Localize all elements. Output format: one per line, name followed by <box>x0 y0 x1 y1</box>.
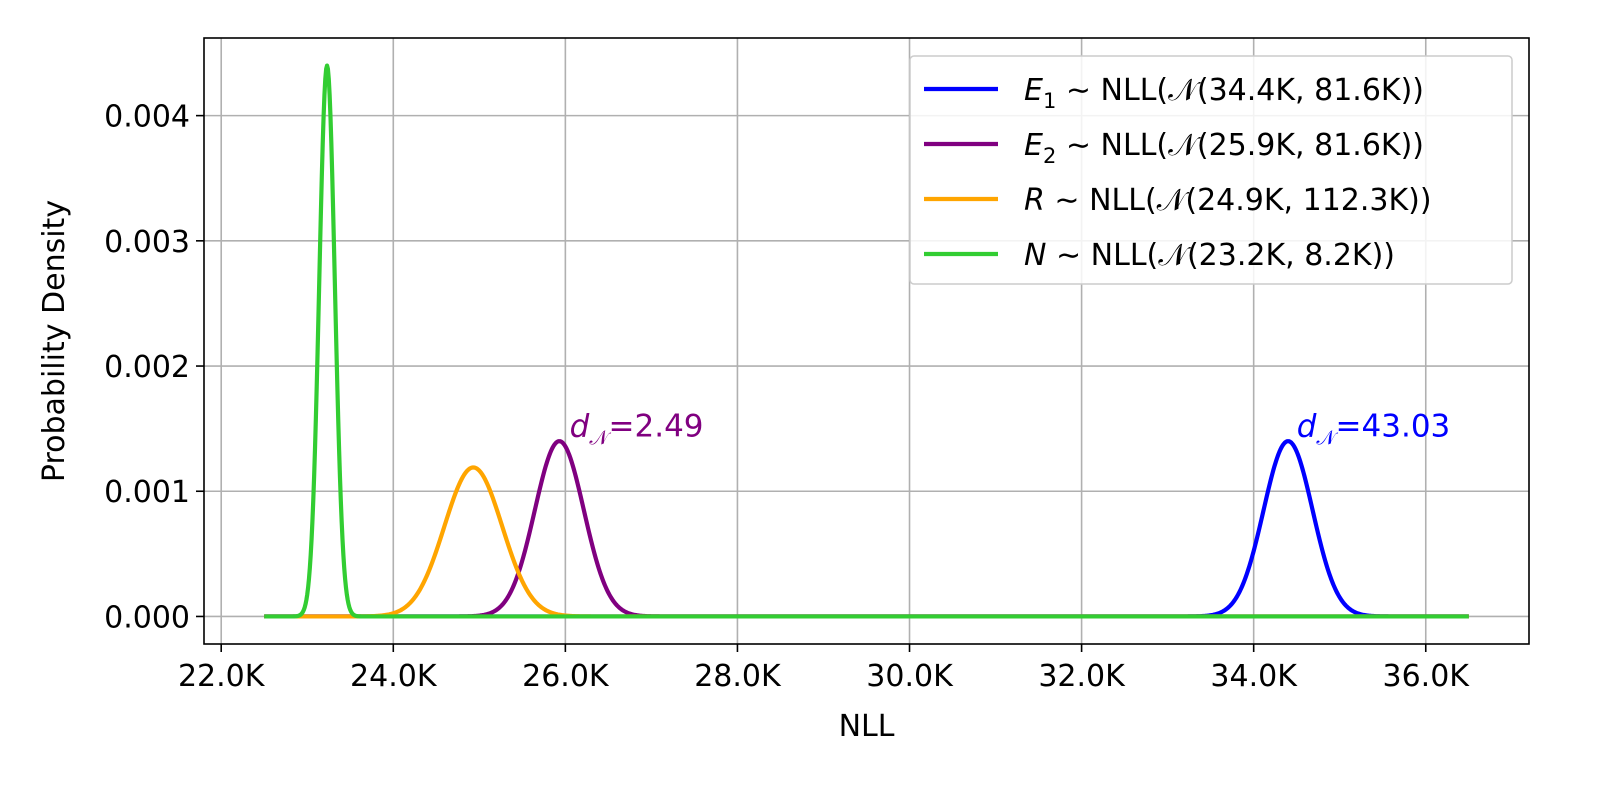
legend-entry: E2 ∼ NLL(𝒩(25.9K, 81.6K)) <box>1024 128 1424 168</box>
x-tick-label: 36.0K <box>1383 659 1471 694</box>
legend-entry: R ∼ NLL(𝒩(24.9K, 112.3K)) <box>1024 183 1432 218</box>
legend-entry: N ∼ NLL(𝒩(23.2K, 8.2K)) <box>1024 238 1395 273</box>
distance-annotation: d𝒩=2.49 <box>570 408 704 449</box>
y-tick-label: 0.000 <box>104 600 190 635</box>
axis-ticks: 22.0K 24.0K 26.0K 28.0K 30.0K 32.0K 34.0K 36.0K… <box>104 100 1470 694</box>
y-tick-label: 0.001 <box>104 475 190 510</box>
x-tick-label: 34.0K <box>1210 659 1298 694</box>
x-tick-label: 30.0K <box>866 659 954 694</box>
series-line-n <box>262 63 1471 619</box>
plot-frame <box>203 37 1530 645</box>
distance-annotation: d𝒩=43.03 <box>1297 408 1451 449</box>
x-tick-label: 26.0K <box>522 659 610 694</box>
legend-entry: E1 ∼ NLL(𝒩(34.4K, 81.6K)) <box>1024 73 1424 113</box>
x-tick-label: 32.0K <box>1038 659 1126 694</box>
x-tick-label: 28.0K <box>694 659 782 694</box>
y-tick-label: 0.004 <box>104 100 190 135</box>
x-tick-label: 22.0K <box>178 659 266 694</box>
series-lines <box>262 63 1471 619</box>
legend-box <box>909 55 1513 285</box>
x-tick-label: 24.0K <box>350 659 438 694</box>
y-tick-label: 0.002 <box>104 350 190 385</box>
y-axis-label: Probability Density <box>37 200 72 482</box>
x-axis-label: NLL <box>839 709 895 744</box>
legend: E1 ∼ NLL(𝒩(34.4K, 81.6K)) E2 ∼ NLL(𝒩(25.9… <box>909 55 1513 285</box>
series-line-r <box>262 465 1471 619</box>
annotations: d𝒩=2.49 d𝒩=43.03 <box>570 408 1451 449</box>
y-tick-label: 0.003 <box>104 225 190 260</box>
